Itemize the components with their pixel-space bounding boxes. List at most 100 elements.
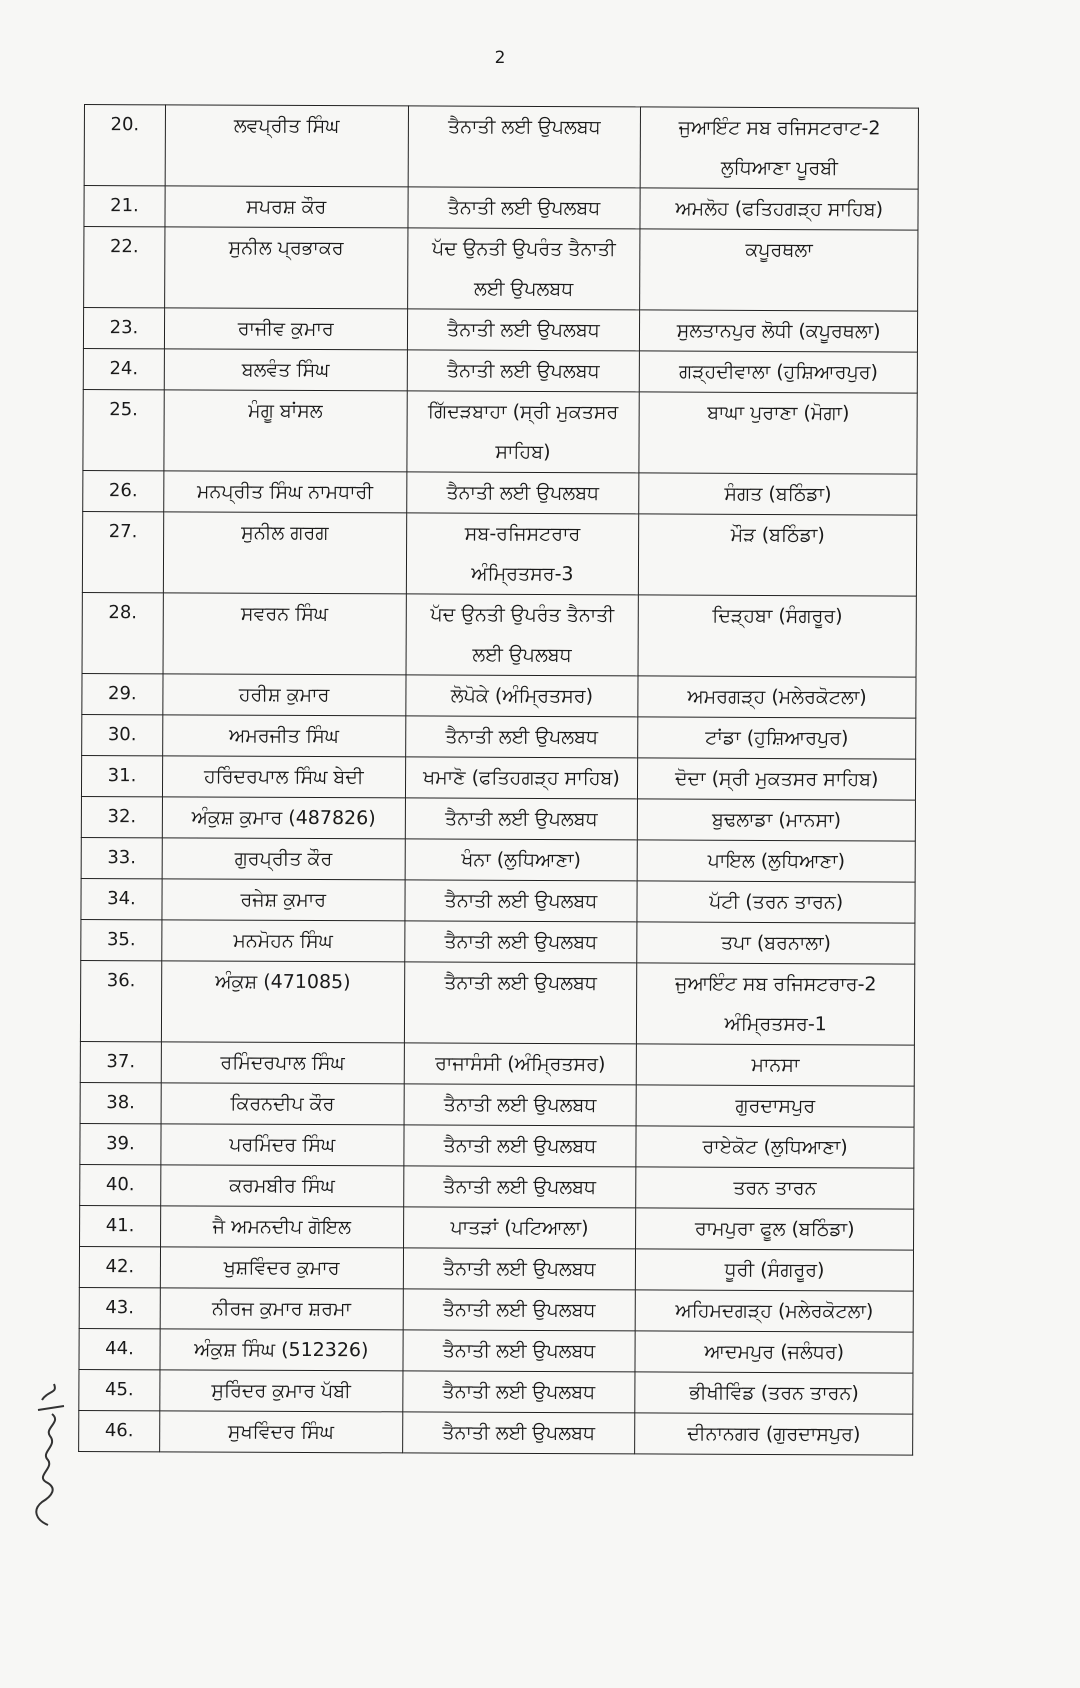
table-row: 46. ਸੁਖਵਿੰਦਰ ਸਿੰਘ ਤੈਨਾਤੀ ਲਈ ਉਪਲਬਧ ਦੀਨਾਨਗਰ (… (78, 1410, 913, 1456)
employee-name: ਮਨਪ੍ਰੀਤ ਸਿੰਘ ਨਾਮਧਾਰੀ (163, 470, 407, 513)
current-posting: ਖੰਨਾ (ਲੁਧਿਆਣਾ) (404, 838, 638, 881)
current-posting: ਤੈਨਾਤੀ ਲਈ ਉਪਲਬਧ (402, 1411, 636, 1454)
current-posting: ਤੈਨਾਤੀ ਲਈ ਉਪਲਬਧ (403, 1124, 637, 1167)
new-posting: ਭੀਖੀਵਿੰਡ (ਤਰਨ ਤਾਰਨ) (635, 1371, 913, 1415)
current-posting: ਤੈਨਾਤੀ ਲਈ ਉਪਲਬਧ (402, 1288, 636, 1331)
serial-number: 23. (83, 307, 165, 349)
new-posting: ਬਾਘਾ ਪੁਰਾਣਾ (ਮੋਗਾ) (639, 391, 918, 475)
employee-name: ਸੁਨੀਲ ਗਰਗ (163, 511, 407, 594)
employee-name: ਅੰਕੁਸ਼ ਕੁਮਾਰ (487826) (162, 796, 406, 839)
new-posting: ਤਪਾ (ਬਰਨਾਲਾ) (637, 921, 915, 965)
new-posting: ਕਪੂਰਥਲਾ (639, 228, 918, 312)
table-row: 23. ਰਾਜੀਵ ਕੁਮਾਰ ਤੈਨਾਤੀ ਲਈ ਉਪਲਬਧ ਸੁਲਤਾਨਪੁਰ ਲ… (83, 307, 918, 353)
serial-number: 42. (79, 1246, 161, 1288)
new-posting: ਸੁਲਤਾਨਪੁਰ ਲੋਧੀ (ਕਪੂਰਥਲਾ) (639, 309, 918, 353)
employee-name: ਅੰਕੁਸ਼ ਸਿੰਘ (512326) (159, 1328, 403, 1371)
new-posting: ਮੌੜ (ਬਠਿੰਡਾ) (638, 513, 917, 597)
new-posting: ਤਰਨ ਤਾਰਨ (636, 1166, 914, 1210)
current-posting: ਤੈਨਾਤੀ ਲਈ ਉਪਲਬਧ (406, 471, 640, 514)
employee-name: ਰਜੇਸ਼ ਕੁਮਾਰ (161, 878, 405, 921)
new-posting: ਜੁਆਇੰਟ ਸਬ ਰਜਿਸਟਰਾਰ-2 ਅੰਮ੍ਰਿਤਸਰ-1 (636, 962, 915, 1046)
employee-name: ਅਮਰਜੀਤ ਸਿੰਘ (162, 714, 406, 757)
table-row: 30. ਅਮਰਜੀਤ ਸਿੰਘ ਤੈਨਾਤੀ ਲਈ ਉਪਲਬਧ ਟਾਂਡਾ (ਹੁਸ਼… (81, 714, 916, 760)
current-posting: ਤੈਨਾਤੀ ਲਈ ਉਪਲਬਧ (402, 1370, 636, 1413)
serial-number: 44. (78, 1328, 161, 1370)
employee-name: ਜੈ ਅਮਨਦੀਪ ਗੋਇਲ (160, 1205, 404, 1248)
table-row: 25. ਮੰਗੂ ਬਾਂਸਲ ਗਿੱਦੜਬਾਹਾ (ਸ੍ਰੀ ਮੁਕਤਸਰ ਸਾਹਿ… (82, 389, 918, 475)
handwritten-signature (35, 1383, 65, 1526)
table-row: 22. ਸੁਨੀਲ ਪ੍ਰਭਾਕਰ ਪੱਦ ਉਨਤੀ ਉਪਰੰਤ ਤੈਨਾਤੀ ਲਈ… (83, 226, 918, 312)
current-posting: ਤੈਨਾਤੀ ਲਈ ਉਪਲਬਧ (402, 1329, 636, 1372)
table-row: 34. ਰਜੇਸ਼ ਕੁਮਾਰ ਤੈਨਾਤੀ ਲਈ ਉਪਲਬਧ ਪੱਟੀ (ਤਰਨ ਤ… (80, 878, 916, 924)
table-row: 39. ਪਰਮਿੰਦਰ ਸਿੰਘ ਤੈਨਾਤੀ ਲਈ ਉਪਲਬਧ ਰਾਏਕੋਟ (ਲੁ… (79, 1123, 915, 1169)
current-posting: ਤੈਨਾਤੀ ਲਈ ਉਪਲਬਧ (403, 1165, 637, 1208)
page-number: 2 (494, 48, 506, 68)
employee-name: ਸੁਨੀਲ ਪ੍ਰਭਾਕਰ (164, 226, 408, 309)
current-posting: ਤੈਨਾਤੀ ਲਈ ਉਪਲਬਧ (404, 961, 638, 1044)
serial-number: 22. (83, 226, 165, 308)
serial-number: 34. (80, 878, 163, 920)
current-posting: ਤੈਨਾਤੀ ਲਈ ਉਪਲਬਧ (404, 879, 638, 922)
employee-name: ਕਰਮਬੀਰ ਸਿੰਘ (160, 1164, 404, 1207)
new-posting: ਅਹਿਮਦਗੜ੍ਹ (ਮਲੇਰਕੋਟਲਾ) (635, 1289, 914, 1333)
table-row: 27. ਸੁਨੀਲ ਗਰਗ ਸਬ-ਰਜਿਸਟਰਾਰ ਅੰਮ੍ਰਿਤਸਰ-3 ਮੌੜ (… (82, 511, 917, 597)
new-posting: ਪਾਇਲ (ਲੁਧਿਆਣਾ) (637, 839, 916, 883)
current-posting: ਤੈਨਾਤੀ ਲਈ ਉਪਲਬਧ (407, 186, 641, 229)
serial-number: 38. (80, 1082, 162, 1124)
table-row: 35. ਮਨਮੋਹਨ ਸਿੰਘ ਤੈਨਾਤੀ ਲਈ ਉਪਲਬਧ ਤਪਾ (ਬਰਨਾਲਾ… (80, 919, 915, 965)
table-row: 20. ਲਵਪ੍ਰੀਤ ਸਿੰਘ ਤੈਨਾਤੀ ਲਈ ਉਪਲਬਧ ਜੁਆਇੰਟ ਸਬ … (84, 104, 919, 190)
new-posting: ਦੋਦਾ (ਸ੍ਰੀ ਮੁਕਤਸਰ ਸਾਹਿਬ) (637, 757, 916, 801)
employee-name: ਮੰਗੂ ਬਾਂਸਲ (163, 389, 407, 472)
employee-name: ਹਰਿੰਦਰਪਾਲ ਸਿੰਘ ਬੇਦੀ (162, 755, 406, 798)
table-row: 33. ਗੁਰਪ੍ਰੀਤ ਕੌਰ ਖੰਨਾ (ਲੁਧਿਆਣਾ) ਪਾਇਲ (ਲੁਧਿਆ… (81, 837, 916, 883)
table-row: 21. ਸਪਰਸ਼ ਕੌਰ ਤੈਨਾਤੀ ਲਈ ਉਪਲਬਧ ਅਮਲੋਹ (ਫਤਿਹਗੜ… (83, 185, 919, 231)
employee-name: ਅੰਕੁਸ਼ (471085) (161, 960, 405, 1043)
table-row: 45. ਸੁਰਿੰਦਰ ਕੁਮਾਰ ਪੱਬੀ ਤੈਨਾਤੀ ਲਈ ਉਪਲਬਧ ਭੀਖੀ… (78, 1369, 913, 1415)
serial-number: 37. (80, 1041, 162, 1083)
new-posting: ਦਿੜ੍ਹਬਾ (ਸੰਗਰੂਰ) (638, 594, 917, 678)
serial-number: 35. (80, 919, 162, 961)
employee-name: ਨੀਰਜ ਕੁਮਾਰ ਸ਼ਰਮਾ (160, 1287, 403, 1330)
new-posting: ਰਾਮਪੁਰਾ ਫੂਲ (ਬਠਿੰਡਾ) (635, 1207, 914, 1251)
serial-number: 46. (78, 1410, 160, 1452)
employee-name: ਖੁਸ਼ਵਿੰਦਰ ਕੁਮਾਰ (160, 1246, 404, 1289)
new-posting: ਦੀਨਾਨਗਰ (ਗੁਰਦਾਸਪੁਰ) (634, 1412, 913, 1456)
serial-number: 28. (82, 592, 164, 674)
new-posting: ਮਾਨਸਾ (636, 1043, 915, 1087)
serial-number: 33. (81, 837, 163, 879)
employee-name: ਸੁਰਿੰਦਰ ਕੁਮਾਰ ਪੱਬੀ (159, 1369, 403, 1412)
table-row: 29. ਹਰੀਸ਼ ਕੁਮਾਰ ਲੋਪੋਕੇ (ਅੰਮ੍ਰਿਤਸਰ) ਅਮਰਗੜ੍ਹ … (81, 673, 917, 719)
new-posting: ਗੜ੍ਹਦੀਵਾਲਾ (ਹੁਸ਼ਿਆਰਪੁਰ) (639, 350, 918, 394)
new-posting: ਆਦਮਪੁਰ (ਜਲੰਧਰ) (635, 1330, 914, 1374)
current-posting: ਤੈਨਾਤੀ ਲਈ ਉਪਲਬਧ (404, 797, 638, 840)
table-row: 43. ਨੀਰਜ ਕੁਮਾਰ ਸ਼ਰਮਾ ਤੈਨਾਤੀ ਲਈ ਉਪਲਬਧ ਅਹਿਮਦਗ… (79, 1287, 914, 1333)
serial-number: 25. (82, 389, 165, 471)
employee-name: ਸੁਖਵਿੰਦਰ ਸਿੰਘ (159, 1410, 403, 1453)
transfer-table: 20. ਲਵਪ੍ਰੀਤ ਸਿੰਘ ਤੈਨਾਤੀ ਲਈ ਉਪਲਬਧ ਜੁਆਇੰਟ ਸਬ … (78, 104, 919, 1456)
current-posting: ਤੈਨਾਤੀ ਲਈ ਉਪਲਬਧ (407, 308, 640, 351)
new-posting: ਬੁਢਲਾਡਾ (ਮਾਨਸਾ) (637, 798, 916, 842)
new-posting: ਟਾਂਡਾ (ਹੁਸ਼ਿਆਰਪੁਰ) (637, 716, 916, 760)
employee-name: ਬਲਵੰਤ ਸਿੰਘ (164, 348, 408, 391)
current-posting: ਤੈਨਾਤੀ ਲਈ ਉਪਲਬਧ (402, 1247, 636, 1290)
table-row: 26. ਮਨਪ੍ਰੀਤ ਸਿੰਘ ਨਾਮਧਾਰੀ ਤੈਨਾਤੀ ਲਈ ਉਪਲਬਧ ਸੰ… (82, 470, 917, 516)
new-posting: ਅਮਰਗੜ੍ਹ (ਮਲੇਰਕੋਟਲਾ) (638, 675, 917, 719)
new-posting: ਜੁਆਇੰਟ ਸਬ ਰਜਿਸਟਰਾਟ-2 ਲੁਧਿਆਣਾ ਪੂਰਬੀ (640, 106, 919, 190)
table-row: 40. ਕਰਮਬੀਰ ਸਿੰਘ ਤੈਨਾਤੀ ਲਈ ਉਪਲਬਧ ਤਰਨ ਤਾਰਨ (79, 1164, 914, 1210)
employee-name: ਕਿਰਨਦੀਪ ਕੌਰ (160, 1082, 404, 1125)
current-posting: ਰਾਜਾਸੰਸੀ (ਅੰਮ੍ਰਿਤਸਰ) (403, 1042, 637, 1085)
employee-name: ਹਰੀਸ਼ ਕੁਮਾਰ (162, 673, 406, 716)
serial-number: 45. (78, 1369, 160, 1411)
current-posting: ਤੈਨਾਤੀ ਲਈ ਉਪਲਬਧ (404, 920, 638, 963)
current-posting: ਗਿੱਦੜਬਾਹਾ (ਸ੍ਰੀ ਮੁਕਤਸਰ ਸਾਹਿਬ) (406, 390, 640, 473)
serial-number: 40. (79, 1164, 161, 1206)
current-posting: ਪੱਦ ਉਨਤੀ ਉਪਰੰਤ ਤੈਨਾਤੀ ਲਈ ਉਪਲਬਧ (405, 593, 639, 676)
table-row: 41. ਜੈ ਅਮਨਦੀਪ ਗੋਇਲ ਪਾਤੜਾਂ (ਪਟਿਆਲਾ) ਰਾਮਪੁਰਾ … (79, 1205, 914, 1251)
employee-name: ਰਾਜੀਵ ਕੁਮਾਰ (164, 307, 408, 350)
new-posting: ਸੰਗਤ (ਬਠਿੰਡਾ) (639, 472, 917, 516)
new-posting: ਪੱਟੀ (ਤਰਨ ਤਾਰਨ) (637, 880, 916, 924)
employee-name: ਸਵਰਨ ਸਿੰਘ (162, 592, 406, 675)
serial-number: 43. (79, 1287, 161, 1329)
serial-number: 29. (81, 673, 163, 715)
employee-name: ਰਮਿੰਦਰਪਾਲ ਸਿੰਘ (161, 1041, 405, 1084)
